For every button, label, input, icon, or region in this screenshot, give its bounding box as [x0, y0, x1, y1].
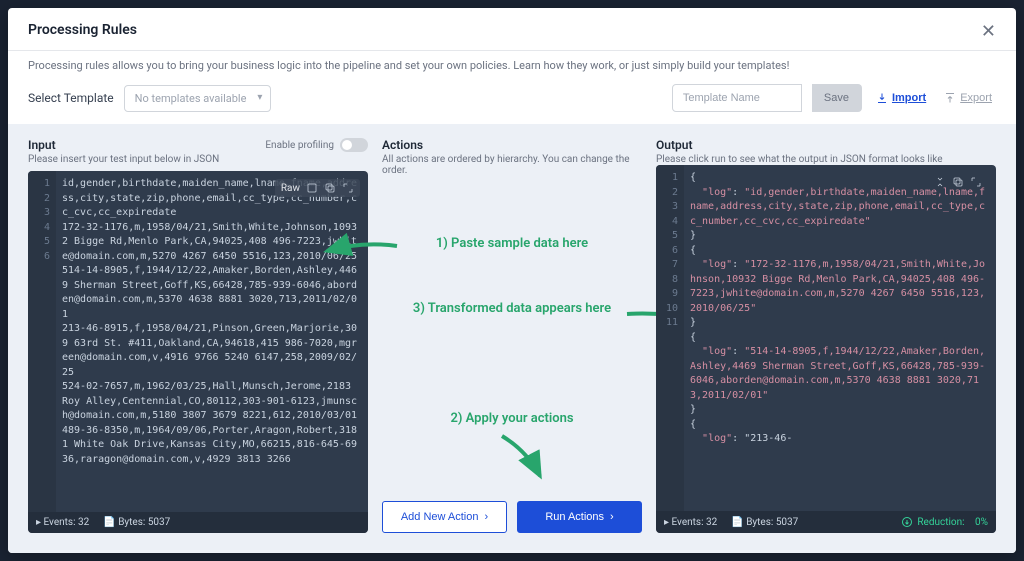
collapse-icon[interactable]: [934, 176, 946, 188]
output-title: Output: [656, 138, 996, 152]
add-action-button[interactable]: Add New Action ›: [382, 501, 507, 533]
reduction-badge: Reduction: 0%: [901, 516, 988, 528]
output-bytes-label: Bytes:: [746, 517, 773, 528]
template-name-input[interactable]: [672, 84, 802, 112]
profiling-toggle[interactable]: [340, 138, 368, 152]
select-template-label: Select Template: [28, 91, 114, 105]
main-grid: Input Please insert your test input belo…: [8, 124, 1016, 553]
modal-description: Processing rules allows you to bring you…: [8, 51, 1016, 84]
output-events-label: Events:: [672, 517, 704, 528]
close-button[interactable]: ✕: [981, 22, 996, 40]
reduction-label: Reduction:: [917, 517, 964, 528]
input-title: Input: [28, 138, 219, 152]
copy-icon[interactable]: [952, 176, 964, 188]
add-action-label: Add New Action: [401, 511, 479, 523]
reduction-value: 0%: [975, 517, 988, 528]
actions-subtitle: All actions are ordered by hierarchy. Yo…: [382, 154, 642, 176]
processing-rules-modal: Processing Rules ✕ Processing rules allo…: [8, 8, 1016, 553]
output-subtitle: Please click run to see what the output …: [656, 154, 996, 165]
output-code-toolbar: [928, 173, 988, 191]
input-bytes: 5037: [148, 517, 170, 528]
output-lines: { "log": "id,gender,birthdate,maiden_nam…: [684, 165, 996, 511]
chevron-right-icon: ›: [484, 511, 488, 523]
raw-toggle-label[interactable]: Raw: [281, 183, 300, 194]
output-gutter: 1234567891011: [656, 165, 684, 511]
export-icon: [944, 92, 956, 104]
annotation-2: 2) Apply your actions: [412, 411, 612, 427]
input-gutter: 123456: [28, 171, 56, 512]
copy-icon[interactable]: [324, 182, 336, 194]
export-button[interactable]: Export: [940, 92, 996, 104]
output-events: 32: [706, 517, 717, 528]
input-code-toolbar: Raw: [275, 179, 360, 197]
output-footer: ▸ Events: 32 📄 Bytes: 5037 Reduction: 0%: [656, 511, 996, 533]
input-bytes-label: Bytes:: [118, 517, 145, 528]
input-footer: ▸ Events: 32 📄 Bytes: 5037: [28, 512, 368, 533]
reduction-icon: [901, 516, 913, 528]
chevron-right-icon: ›: [610, 511, 614, 523]
modal-title: Processing Rules: [28, 22, 137, 38]
input-events-label: Events:: [44, 517, 76, 528]
format-icon[interactable]: [306, 182, 318, 194]
expand-icon[interactable]: [970, 176, 982, 188]
input-code-panel[interactable]: Raw 123456 id,gender,birthdate,maiden_na…: [28, 171, 368, 533]
template-select-placeholder: No templates available: [135, 92, 247, 105]
import-icon: [876, 92, 888, 104]
run-actions-label: Run Actions: [545, 511, 604, 523]
profiling-toggle-wrap: Enable profiling: [265, 138, 368, 152]
modal-header: Processing Rules ✕: [8, 8, 1016, 51]
annotation-3: 3) Transformed data appears here: [392, 301, 632, 317]
output-bytes: 5037: [776, 517, 798, 528]
annotation-1: 1) Paste sample data here: [402, 236, 622, 252]
template-select[interactable]: No templates available: [124, 85, 272, 112]
save-button[interactable]: Save: [812, 84, 862, 112]
run-actions-button[interactable]: Run Actions ›: [517, 501, 642, 533]
toolbar: Select Template No templates available S…: [8, 84, 1016, 124]
profiling-label: Enable profiling: [265, 140, 334, 151]
import-button[interactable]: Import: [872, 92, 930, 104]
input-lines[interactable]: id,gender,birthdate,maiden_name,lname,fn…: [56, 171, 368, 512]
input-column: Input Please insert your test input belo…: [28, 138, 368, 533]
input-events: 32: [78, 517, 89, 528]
output-column: Output Please click run to see what the …: [656, 138, 996, 533]
export-label: Export: [960, 92, 992, 104]
output-code-panel: 1234567891011 { "log": "id,gender,birthd…: [656, 165, 996, 533]
actions-title: Actions: [382, 138, 642, 152]
input-subtitle: Please insert your test input below in J…: [28, 154, 219, 165]
import-label: Import: [892, 92, 926, 104]
expand-icon[interactable]: [342, 182, 354, 194]
arrow-2: [492, 431, 552, 481]
actions-body: 1) Paste sample data here 3) Transformed…: [382, 176, 642, 493]
actions-column: Actions All actions are ordered by hiera…: [382, 138, 642, 533]
